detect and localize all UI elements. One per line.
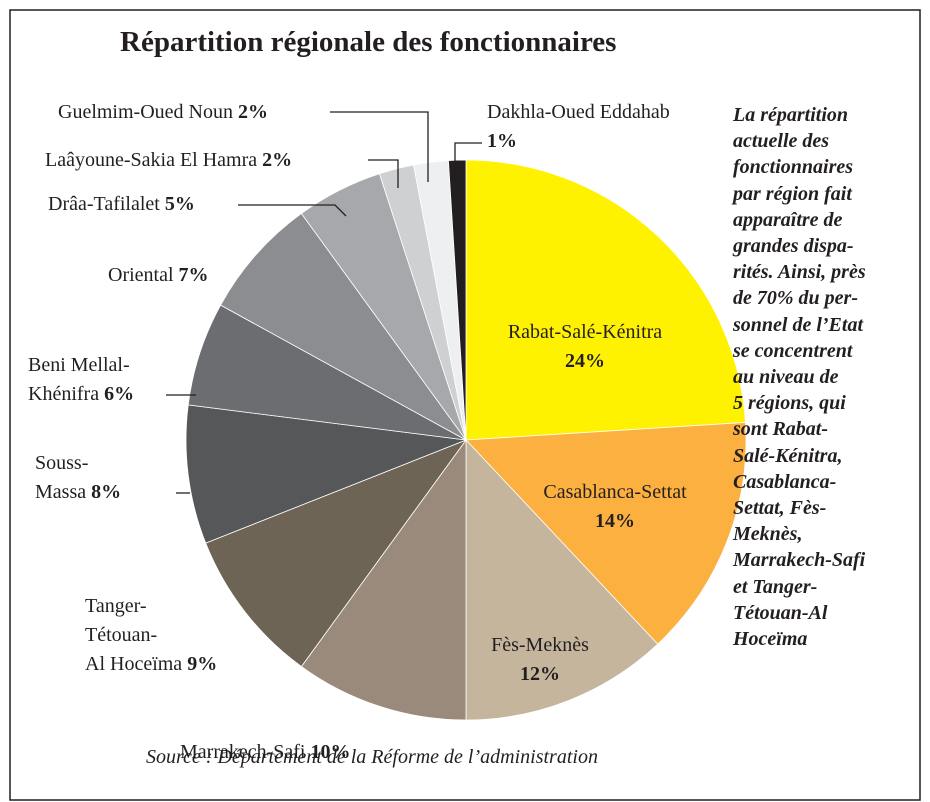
slice-value-label: 5% (164, 193, 195, 215)
slice-name: Rabat-Salé-Kénitra (507, 321, 663, 343)
pie-slice (447, 159, 467, 441)
note-line: La répartition (733, 104, 849, 126)
slice-value-label: 9% (187, 653, 218, 675)
slice-label: Casablanca-Settat 14% (510, 478, 720, 536)
pie (185, 159, 747, 721)
note-line: apparaître de (733, 208, 843, 231)
pie-slice (465, 421, 747, 645)
note-line: et Tanger- (733, 575, 818, 598)
pie-slice (300, 438, 467, 721)
slice-value-label: 10% (310, 741, 351, 763)
slice-name: Dakhla-Oued Eddahab (487, 101, 670, 123)
note-line: sont Rabat- (733, 418, 829, 441)
leader-line (330, 111, 429, 182)
slice-label: Drâa-Tafilalet 5% (48, 190, 195, 219)
slice-name: Beni Mellal- Khénifra (28, 354, 130, 405)
note-line: Marrakech-Safi (733, 549, 866, 572)
note-line: Meknès, (733, 523, 803, 546)
note-line: Salé-Kénitra, (733, 444, 843, 467)
leader-line (368, 159, 399, 188)
leader-lines (166, 111, 482, 494)
slice-name: Marrakech-Safi (180, 741, 306, 763)
slice-value-label: 8% (91, 481, 122, 503)
leader-line (238, 204, 347, 217)
slice-label: Dakhla-Oued Eddahab 1% (487, 98, 670, 156)
chart-title: Répartition régionale des fonctionnaires (120, 26, 617, 58)
slice-label: Fès-Meknès 12% (450, 631, 630, 689)
slice-name: Drâa-Tafilalet (48, 193, 160, 215)
note-line: Casablanca- (733, 470, 837, 493)
slice-label: Guelmim-Oued Noun 2% (58, 98, 268, 127)
note-line: de 70% du per- (733, 287, 858, 310)
note-line: grandes dispa- (733, 235, 854, 258)
slice-value-label: 12% (520, 663, 560, 685)
slice-label: Beni Mellal- Khénifra 6% (28, 351, 134, 409)
slice-value-label: 24% (565, 350, 605, 372)
pie-slice (185, 404, 467, 544)
slice-label: Oriental 7% (108, 261, 209, 290)
pie-slice (205, 439, 468, 668)
pie-slice (465, 438, 659, 721)
note-line: sonnel de l’Etat (733, 313, 864, 336)
slice-value-label: 2% (237, 101, 268, 123)
note-line: 5 régions, qui (733, 392, 846, 415)
leader-line (454, 142, 482, 182)
note-line: Settat, Fès- (733, 497, 827, 520)
frame (9, 9, 921, 801)
source: Source : Département de la Réforme de l’… (146, 746, 598, 768)
slice-name: Laâyoune-Sakia El Hamra (45, 149, 258, 171)
pie-slice (220, 212, 467, 441)
slice-value-label: 7% (178, 264, 209, 286)
slice-label: Souss- Massa 8% (35, 449, 121, 507)
slice-name: Casablanca-Settat (543, 481, 687, 503)
note-line: rités. Ainsi, près (733, 261, 866, 284)
note-line: se concentrent (733, 339, 853, 362)
note-line: actuelle des (733, 130, 830, 153)
note: La répartition actuelle des fonctionnaires… (733, 102, 866, 652)
note-line: fonctionnaires (733, 156, 854, 179)
pie-slice (465, 159, 746, 441)
slice-name: Fès-Meknès (491, 634, 589, 656)
slice-name: Oriental (108, 264, 174, 286)
slice-name: Tanger- Tétouan- Al Hoceïma (85, 595, 183, 675)
note-line: Hoceïma (733, 628, 808, 651)
note-line: par région fait (733, 182, 852, 205)
slice-label: Laâyoune-Sakia El Hamra 2% (45, 146, 292, 175)
slice-label: Tanger- Tétouan- Al Hoceïma 9% (85, 592, 217, 679)
slice-label: Marrakech-Safi 10% (180, 738, 351, 767)
note-line: Tétouan-Al (733, 601, 828, 624)
slice-value-label: 2% (262, 149, 293, 171)
slice-name: Souss- Massa (35, 452, 89, 503)
slice-value-label: 1% (487, 130, 517, 152)
slice-value-label: 14% (595, 510, 635, 532)
slice-label: Rabat-Salé-Kénitra 24% (490, 318, 680, 376)
note-line: au niveau de (733, 366, 839, 389)
slice-value-label: 6% (104, 383, 135, 405)
slice-name: Guelmim-Oued Noun (58, 101, 233, 123)
